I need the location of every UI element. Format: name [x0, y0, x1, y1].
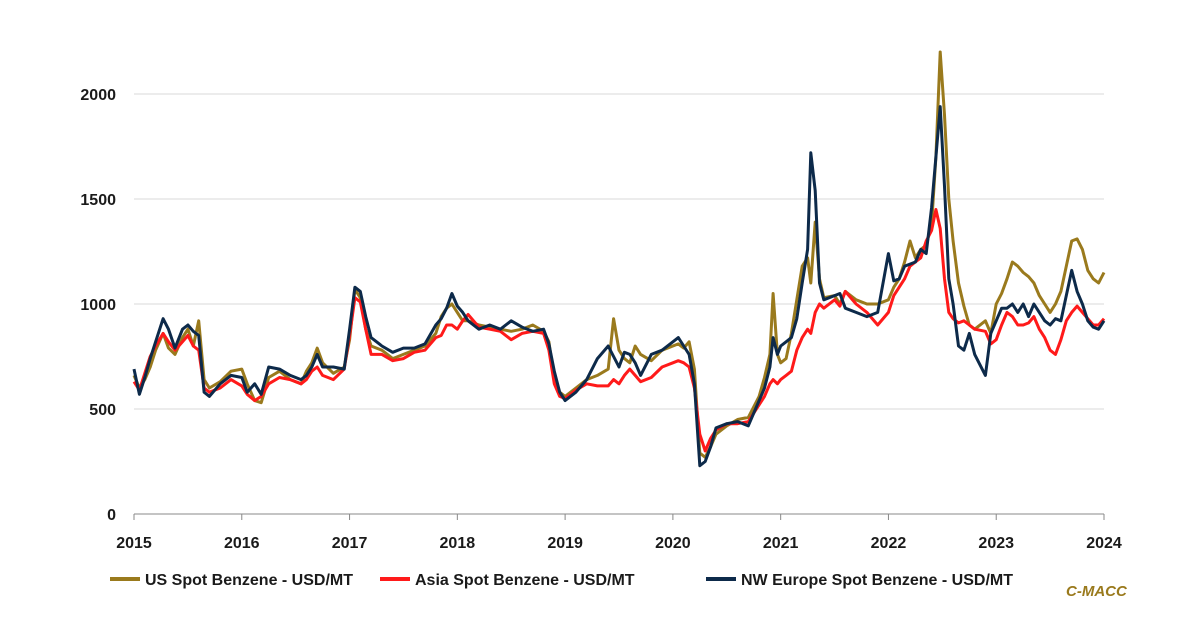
- cmacc-watermark: C-MACC: [1066, 583, 1128, 600]
- legend-label-asia: Asia Spot Benzene - USD/MT: [415, 572, 635, 589]
- x-tick-label: 2023: [978, 535, 1014, 552]
- legend-label-nw-europe: NW Europe Spot Benzene - USD/MT: [741, 572, 1013, 589]
- asia-benzene-line: [132, 208, 1106, 453]
- series-lines: [132, 50, 1106, 468]
- y-axis-ticks: 0 500 1000 1500 2000: [80, 87, 116, 524]
- x-tick-label: 2022: [871, 535, 907, 552]
- x-tick-label: 2021: [763, 535, 799, 552]
- y-tick-label: 1500: [80, 192, 116, 209]
- y-tick-label: 2000: [80, 87, 116, 104]
- legend-item-asia: Asia Spot Benzene - USD/MT: [380, 572, 635, 589]
- legend-item-us: US Spot Benzene - USD/MT: [110, 572, 353, 589]
- gridlines: [134, 93, 1104, 410]
- x-tick-label: 2016: [224, 535, 260, 552]
- legend-item-nw-europe: NW Europe Spot Benzene - USD/MT: [706, 572, 1013, 589]
- x-axis-ticks: 2015 2016 2017 2018 2019 2020 2021 2022 2023 2024: [116, 514, 1122, 552]
- x-tick-label: 2020: [655, 535, 691, 552]
- x-tick-label: 2019: [547, 535, 583, 552]
- x-tick-label: 2018: [440, 535, 476, 552]
- x-tick-label: 2024: [1086, 535, 1122, 552]
- y-tick-label: 1000: [80, 297, 116, 314]
- us-benzene-line: [132, 50, 1106, 459]
- y-tick-label: 500: [89, 402, 116, 419]
- x-tick-label: 2015: [116, 535, 152, 552]
- x-tick-label: 2017: [332, 535, 368, 552]
- legend: US Spot Benzene - USD/MT Asia Spot Benze…: [110, 572, 1013, 589]
- nw-europe-benzene-line: [132, 105, 1106, 468]
- legend-label-us: US Spot Benzene - USD/MT: [145, 572, 353, 589]
- y-tick-label: 0: [107, 507, 116, 524]
